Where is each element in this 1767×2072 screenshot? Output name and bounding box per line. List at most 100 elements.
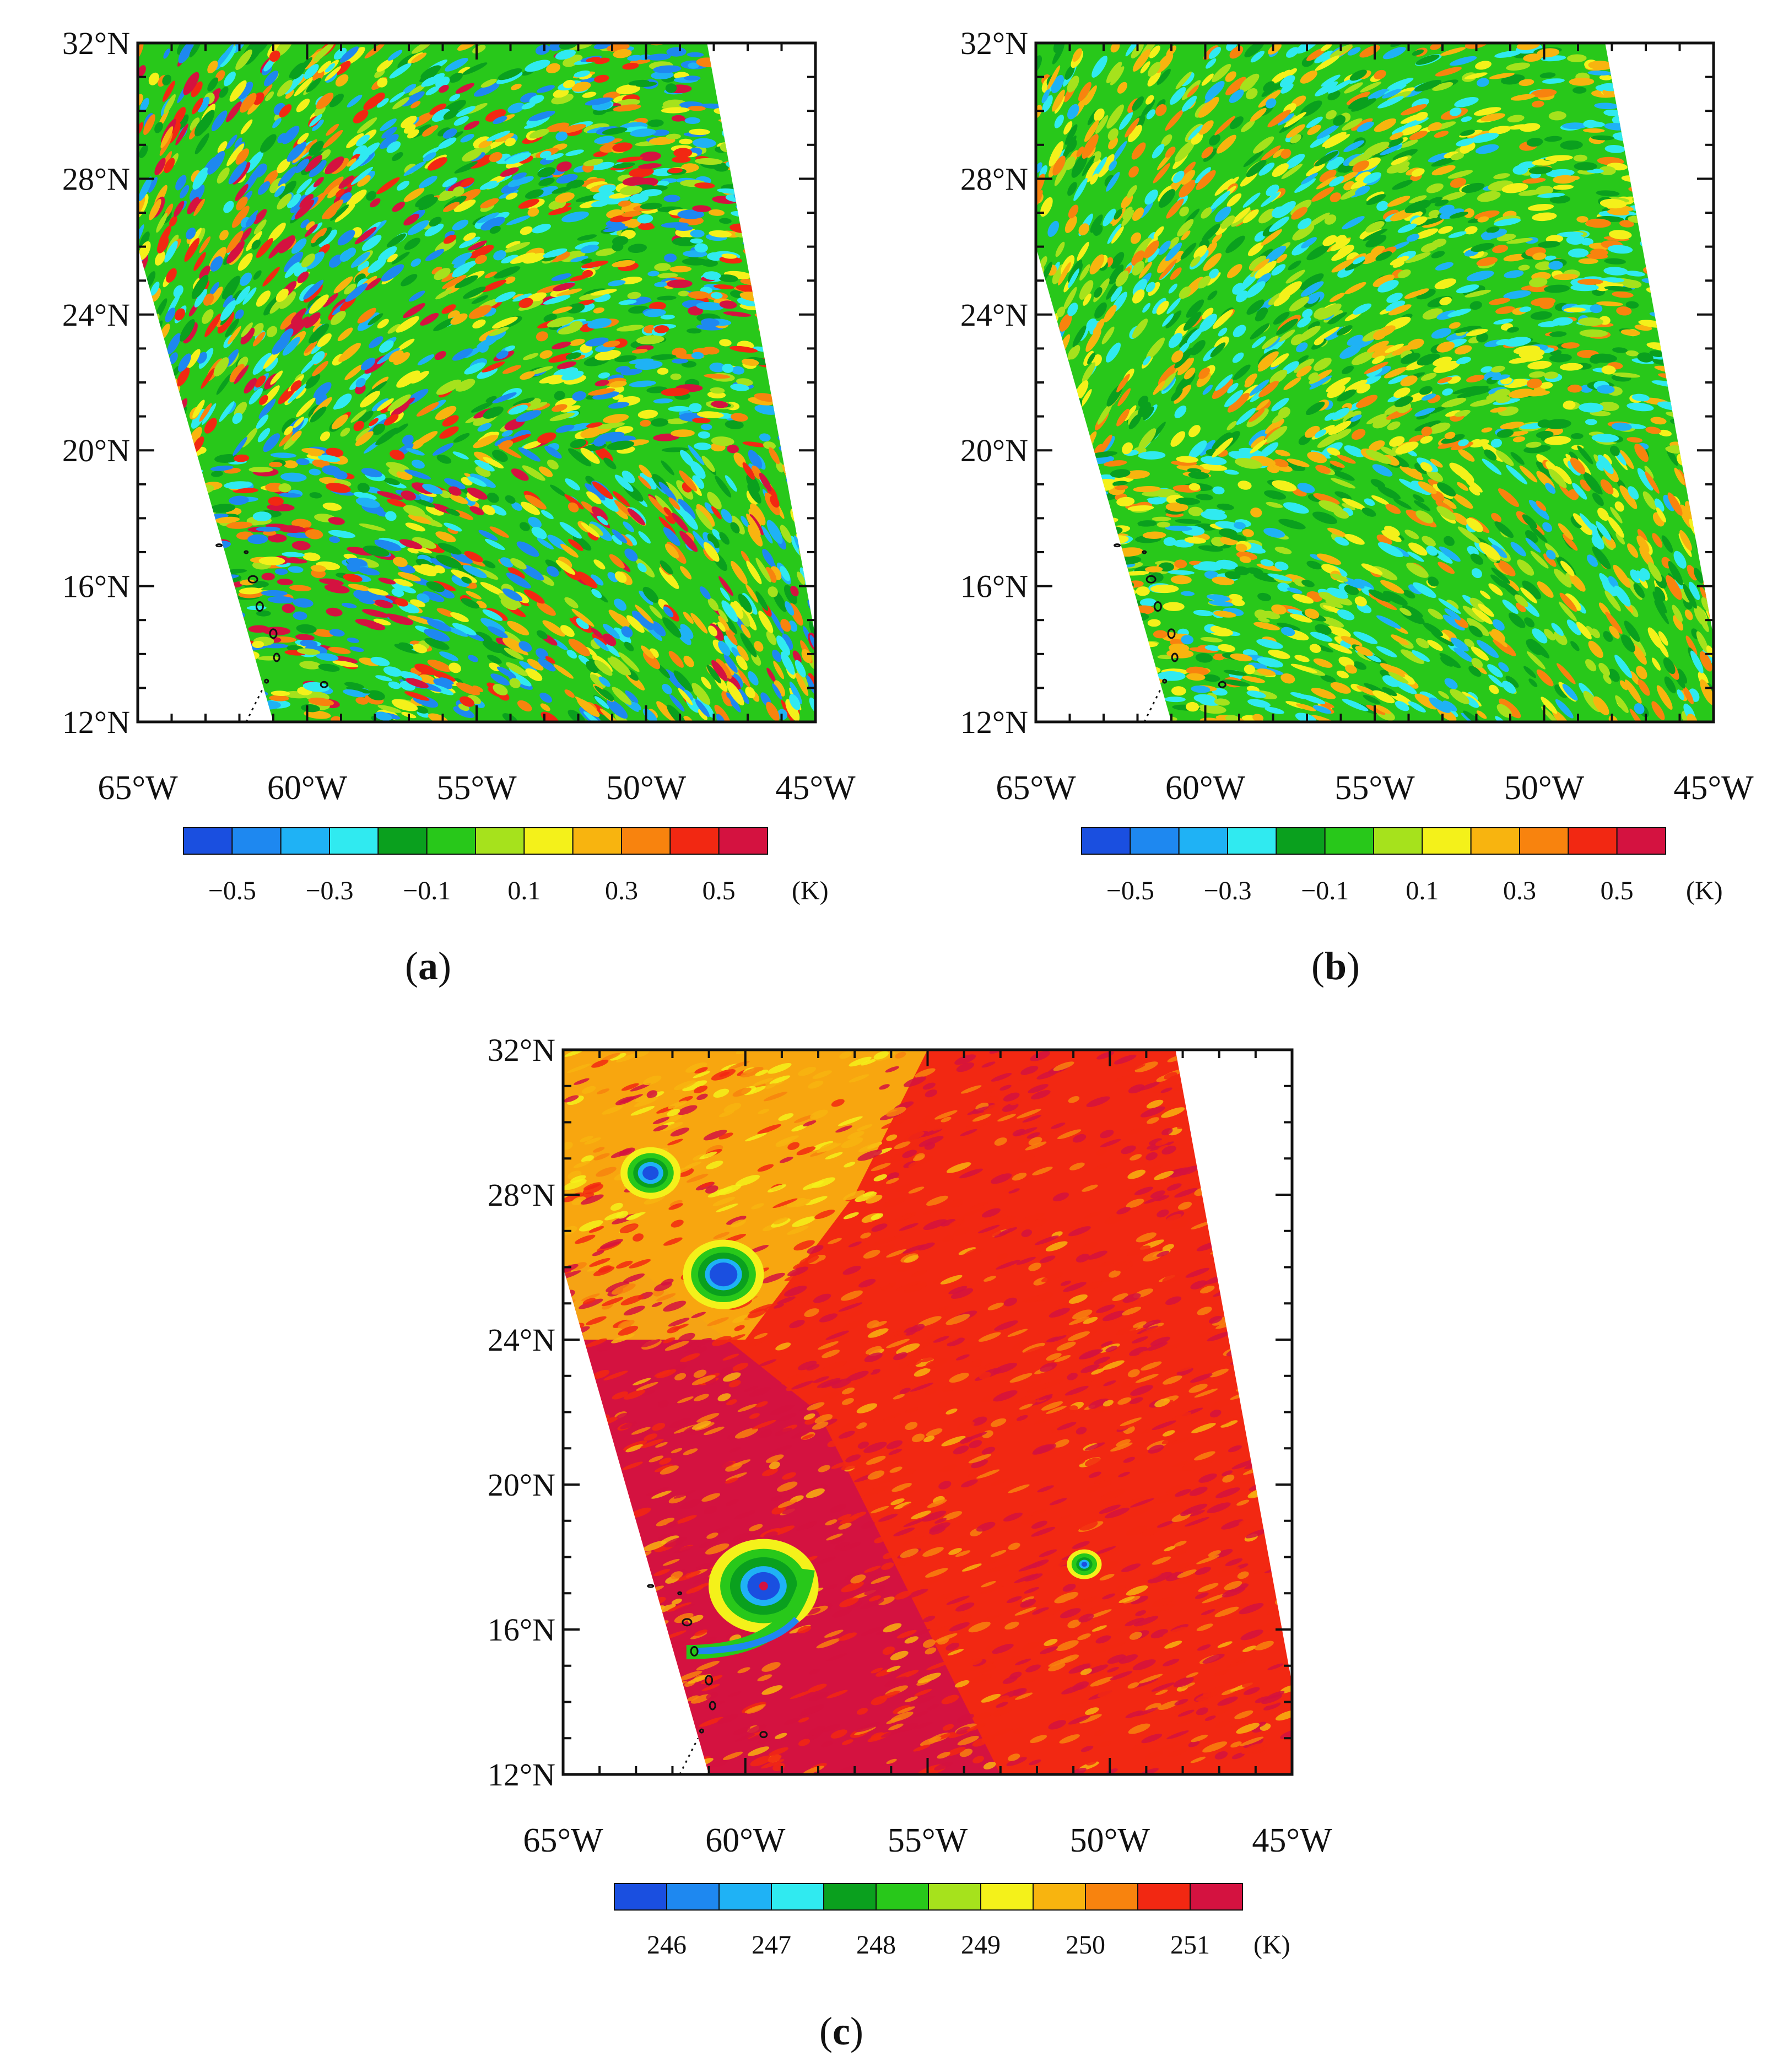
field-blob bbox=[746, 56, 764, 64]
field-blob bbox=[141, 467, 166, 477]
field-blob bbox=[1078, 581, 1104, 589]
field-blob bbox=[161, 623, 185, 630]
field-blob bbox=[761, 262, 788, 270]
field-blob bbox=[741, 515, 749, 527]
field-blob bbox=[502, 365, 521, 374]
field-blob bbox=[161, 558, 178, 566]
field-blob bbox=[1071, 458, 1088, 465]
field-blob bbox=[245, 231, 263, 251]
field-blob bbox=[759, 200, 781, 207]
field-blob bbox=[164, 659, 188, 668]
field-blob bbox=[294, 77, 314, 96]
field-blob bbox=[658, 516, 676, 535]
field-blob bbox=[738, 205, 759, 214]
field-blob bbox=[234, 137, 242, 148]
field-blob bbox=[718, 118, 747, 125]
field-blob bbox=[1089, 578, 1116, 589]
field-blob bbox=[1659, 320, 1676, 327]
field-blob bbox=[1036, 540, 1055, 549]
field-blob bbox=[1697, 311, 1714, 320]
field-blob bbox=[293, 611, 307, 620]
field-blob bbox=[1660, 126, 1685, 134]
field-blob bbox=[188, 619, 204, 624]
field-blob bbox=[138, 709, 147, 717]
field-blob bbox=[796, 429, 815, 437]
field-blob bbox=[701, 347, 720, 355]
field-blob bbox=[753, 46, 774, 54]
field-blob bbox=[1669, 183, 1695, 191]
field-blob bbox=[616, 325, 644, 332]
field-blob bbox=[712, 528, 721, 540]
field-blob bbox=[484, 271, 498, 278]
field-blob bbox=[142, 501, 164, 508]
field-blob bbox=[772, 214, 785, 224]
field-blob bbox=[512, 294, 524, 300]
field-blob bbox=[1622, 84, 1651, 93]
field-blob bbox=[183, 531, 206, 537]
field-blob bbox=[687, 328, 702, 334]
field-blob bbox=[152, 455, 180, 466]
field-blob bbox=[788, 266, 808, 273]
field-blob bbox=[782, 51, 810, 61]
field-blob bbox=[185, 672, 204, 681]
field-blob bbox=[1107, 565, 1125, 575]
field-blob bbox=[572, 536, 592, 551]
field-blob bbox=[792, 92, 807, 98]
field-blob bbox=[412, 537, 436, 549]
field-blob bbox=[726, 145, 741, 152]
field-blob bbox=[242, 648, 253, 655]
field-blob bbox=[777, 261, 790, 271]
field-blob bbox=[208, 692, 224, 701]
field-blob bbox=[158, 464, 186, 473]
field-blob bbox=[1079, 477, 1097, 486]
field-blob bbox=[1039, 596, 1053, 607]
field-blob bbox=[1073, 503, 1092, 514]
field-blob bbox=[752, 95, 765, 105]
field-blob bbox=[1685, 65, 1712, 74]
field-blob bbox=[1665, 303, 1677, 314]
field-blob bbox=[1042, 356, 1055, 381]
field-blob bbox=[753, 130, 776, 137]
field-blob bbox=[758, 100, 785, 111]
field-blob bbox=[1647, 159, 1665, 169]
field-blob bbox=[782, 241, 803, 249]
field-blob bbox=[153, 522, 179, 531]
field-blob bbox=[138, 624, 152, 633]
field-blob bbox=[164, 673, 180, 682]
field-blob bbox=[473, 83, 500, 97]
field-blob bbox=[704, 502, 714, 514]
field-blob bbox=[1687, 226, 1707, 233]
colorbar-unit-a: (K) bbox=[792, 876, 829, 905]
field-blob bbox=[1674, 109, 1698, 116]
colorbar-swatch bbox=[426, 827, 477, 855]
field-blob bbox=[245, 44, 263, 65]
colorbar-swatch bbox=[280, 827, 330, 855]
field-blob bbox=[804, 120, 815, 126]
field-blob bbox=[1104, 643, 1119, 649]
map-field-b bbox=[1036, 43, 1714, 722]
field-blob bbox=[522, 353, 539, 360]
field-blob bbox=[738, 121, 755, 127]
field-blob bbox=[1696, 205, 1714, 216]
field-blob bbox=[755, 60, 783, 67]
field-blob bbox=[798, 490, 808, 508]
field-blob bbox=[191, 408, 206, 429]
field-blob bbox=[169, 352, 178, 365]
field-blob bbox=[1673, 56, 1696, 64]
field-blob bbox=[753, 304, 777, 312]
field-blob bbox=[758, 165, 770, 170]
field-blob bbox=[1050, 515, 1068, 522]
field-blob bbox=[755, 130, 774, 137]
field-blob bbox=[197, 521, 214, 530]
field-blob bbox=[419, 175, 437, 188]
field-blob bbox=[720, 587, 731, 601]
field-blob bbox=[1090, 571, 1112, 581]
field-blob bbox=[335, 61, 351, 75]
colorbar-swatch bbox=[377, 827, 428, 855]
field-blob bbox=[799, 171, 812, 177]
field-blob bbox=[469, 506, 484, 515]
field-blob bbox=[226, 143, 245, 166]
field-blob bbox=[223, 295, 233, 307]
field-blob bbox=[155, 503, 182, 515]
field-blob bbox=[660, 314, 675, 320]
